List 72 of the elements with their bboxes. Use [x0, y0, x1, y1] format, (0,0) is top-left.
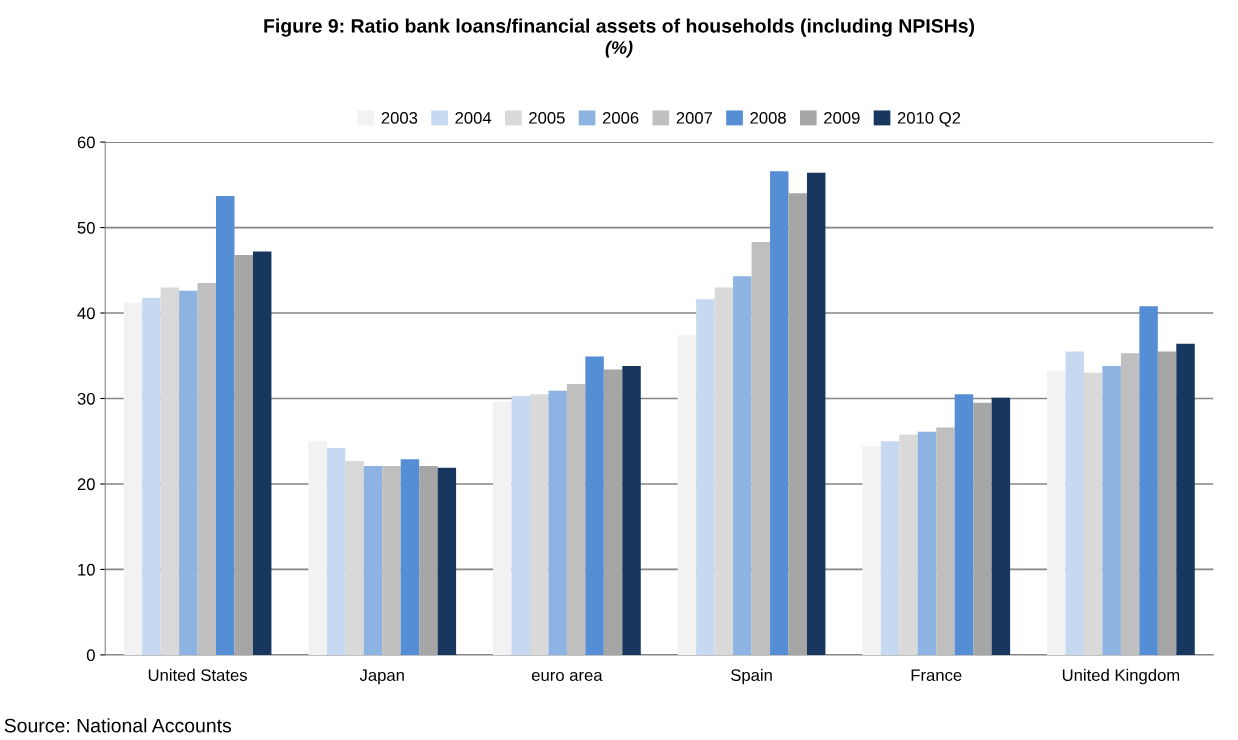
- bar: [973, 402, 992, 655]
- legend-label: 2007: [676, 111, 713, 124]
- bar: [806, 172, 826, 655]
- bar: [1157, 351, 1177, 655]
- bar: [123, 302, 143, 655]
- y-tick-label: 40: [77, 307, 95, 320]
- bar: [493, 401, 512, 655]
- bar: [382, 466, 401, 655]
- x-tick-label: euro area: [531, 671, 603, 682]
- legend-label: 2010 Q2: [897, 111, 961, 127]
- bar: [880, 441, 900, 655]
- legend-label: 2003: [381, 111, 418, 124]
- bar: [1176, 343, 1195, 655]
- bar: [179, 290, 198, 655]
- bar: [1102, 366, 1121, 655]
- bar: [770, 171, 789, 655]
- bar: [1065, 351, 1084, 655]
- x-tick-label: Japan: [359, 669, 404, 685]
- bar: [566, 383, 586, 655]
- legend-label: 2004: [455, 111, 492, 124]
- bar: [197, 283, 217, 655]
- bar: [216, 195, 235, 655]
- bar: [345, 460, 364, 655]
- x-tick-label: France: [911, 669, 962, 682]
- bar: [160, 287, 180, 655]
- x-tick-label: Spain: [731, 668, 772, 685]
- chart-subtitle: (%): [605, 40, 633, 58]
- bar: [733, 276, 752, 655]
- bar: [585, 356, 604, 655]
- y-tick-label: 10: [78, 563, 95, 576]
- bar: [677, 335, 697, 655]
- bar: [1120, 353, 1140, 655]
- bar: [954, 394, 974, 655]
- bar: [1047, 371, 1066, 655]
- x-tick-label: United States: [148, 668, 247, 682]
- bar: [252, 251, 272, 655]
- bar: [1083, 372, 1103, 655]
- bar: [142, 297, 161, 655]
- legend-label: 2005: [529, 111, 565, 124]
- bar: [714, 287, 734, 655]
- bar: [603, 369, 623, 655]
- chart-title: Figure 9: Ratio bank loans/financial assets of households (including NPISHs): [264, 18, 975, 37]
- bar: [917, 431, 937, 655]
- legend-label: 2009: [824, 111, 860, 124]
- bar: [1139, 306, 1158, 655]
- bar: [991, 397, 1011, 655]
- bar: [548, 390, 567, 655]
- bar: [862, 446, 881, 655]
- bar: [696, 299, 715, 655]
- bar: [234, 254, 253, 655]
- bar: [622, 366, 641, 655]
- bar: [400, 459, 420, 655]
- bar: [936, 427, 955, 655]
- bar: [751, 242, 771, 655]
- source-note: Source: National Accounts: [4, 718, 232, 733]
- bar: [363, 466, 383, 655]
- y-tick-label: 60: [77, 136, 95, 149]
- bar: [308, 441, 327, 655]
- bar: [899, 434, 918, 655]
- y-tick-label: 0: [86, 649, 95, 662]
- y-tick-label: 30: [77, 392, 95, 405]
- legend-label: 2008: [750, 111, 786, 124]
- bar: [788, 193, 807, 655]
- bar: [529, 394, 549, 655]
- bar: [419, 466, 438, 655]
- legend-label: 2006: [602, 111, 639, 124]
- y-tick-label: 50: [77, 221, 95, 234]
- bar: [437, 467, 457, 655]
- y-tick-label: 20: [77, 478, 95, 491]
- bar: [326, 448, 346, 655]
- x-tick-label: United Kingdom: [1062, 668, 1180, 685]
- bar: [511, 395, 530, 655]
